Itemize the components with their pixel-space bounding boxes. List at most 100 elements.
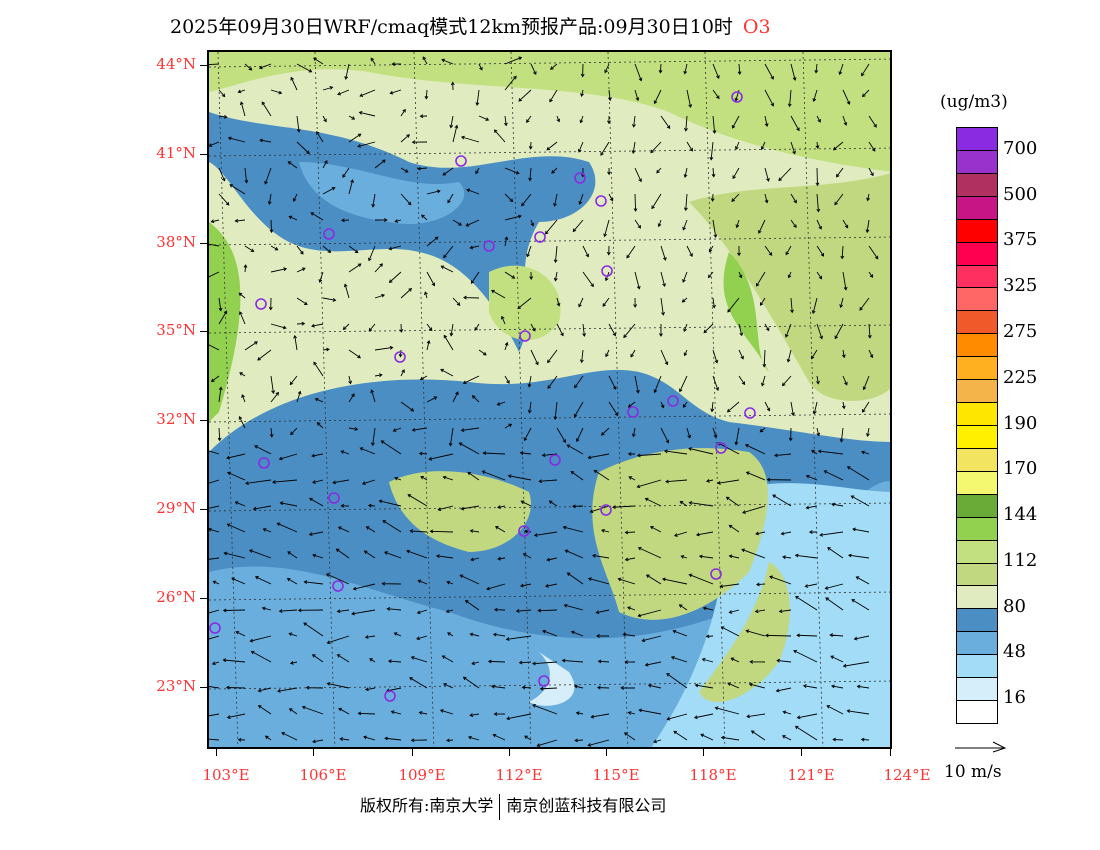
wind-arrow [755,531,766,536]
wind-arrow [337,526,350,533]
wind-arrow [756,271,766,287]
wind-arrow [469,632,480,637]
wind-arrow [229,184,246,195]
wind-arrow [504,193,514,203]
wind-arrow [660,349,669,366]
wind-arrow [426,236,439,247]
wind-arrow [553,193,558,207]
wind-arrow [296,390,302,403]
wind-arrow [764,323,770,332]
wind-arrow [270,375,276,395]
wind-arrow [369,658,376,663]
wind-arrow [712,427,718,439]
monitoring-site-marker [209,622,221,634]
wind-arrow [826,705,844,715]
wind-arrow [381,581,402,586]
wind-arrow [683,167,688,178]
wind-arrow [597,659,610,664]
wind-arrow [836,167,844,178]
lat-label: 32°N [156,410,196,428]
wind-arrow [504,75,517,91]
wind-arrow [209,271,220,279]
wind-arrow [388,245,402,251]
wind-arrow [539,686,558,691]
wind-arrow [536,739,558,747]
wind-arrow [288,632,298,637]
wind-arrow [538,479,558,484]
wind-arrow [527,401,532,414]
wind-arrow [632,115,636,128]
lon-label: 109°E [398,766,446,784]
wind-arrow [679,375,688,393]
wind-arrow [839,427,844,443]
colorbar-segment [957,334,997,358]
wind-arrow [532,704,558,715]
wind-arrow [442,167,454,176]
monitoring-site-marker [549,454,561,466]
wind-arrow [429,529,454,534]
wind-arrow [452,391,459,403]
wind-arrow [361,479,376,485]
wind-arrow [819,531,844,537]
wind-arrow [209,738,220,741]
wind-arrow [681,297,688,303]
wind-arrow [460,505,480,511]
wind-arrow [868,167,874,177]
wind-arrow [574,738,584,743]
monitoring-site-marker [731,91,743,103]
wind-arrow [670,655,688,663]
wind-arrow [296,115,301,133]
wind-arrow [445,609,454,614]
monitoring-site-marker [518,525,530,537]
wind-arrow [446,738,454,743]
monitoring-site-marker [595,195,607,207]
wind-arrow [703,323,714,334]
colorbar-label: 225 [1003,366,1038,388]
wind-arrow [708,245,714,253]
wind-arrow [462,375,480,385]
wind-arrow [365,687,376,692]
wind-arrow [790,219,797,229]
monitoring-site-marker [323,228,335,240]
monitoring-site-marker [627,406,639,418]
wind-arrow [277,687,298,693]
wind-arrow [504,214,522,221]
colorbar-segment [957,425,997,449]
wind-arrow [542,629,558,637]
wind-arrow [549,63,558,70]
wind-arrow [286,578,298,585]
wind-arrow [787,89,792,108]
wind-arrow [426,340,431,351]
wind-arrow [515,609,532,613]
wind-arrow [785,323,792,338]
wind-arrow [868,115,877,128]
wind-arrow [348,245,359,254]
wind-arrow [712,115,717,134]
wind-arrow [608,401,619,417]
wind-arrow [270,245,279,251]
wind-arrow [400,108,406,117]
wind-arrow [660,115,671,130]
wind-arrow [633,297,638,308]
wind-arrow [574,375,584,389]
wind-arrow [478,63,483,71]
wind-arrow [842,89,851,105]
wind-arrow [746,713,766,719]
wind-arrow [518,660,532,665]
wind-arrow [607,115,611,125]
wind-arrow [788,427,793,442]
wind-arrow [231,577,246,585]
wind-arrow [701,657,714,663]
wind-arrow [303,622,324,637]
wind-arrow [426,323,433,332]
wind-arrow [443,334,454,351]
colorbar-segment [957,586,997,610]
wind-arrow [631,141,636,155]
wind-arrow [426,189,441,195]
wind-arrow [587,739,610,747]
colorbar-segment [957,494,997,518]
wind-arrow [391,62,402,66]
wind-arrow [556,297,561,307]
wind-arrow [714,706,740,715]
wind-arrow [738,349,744,360]
